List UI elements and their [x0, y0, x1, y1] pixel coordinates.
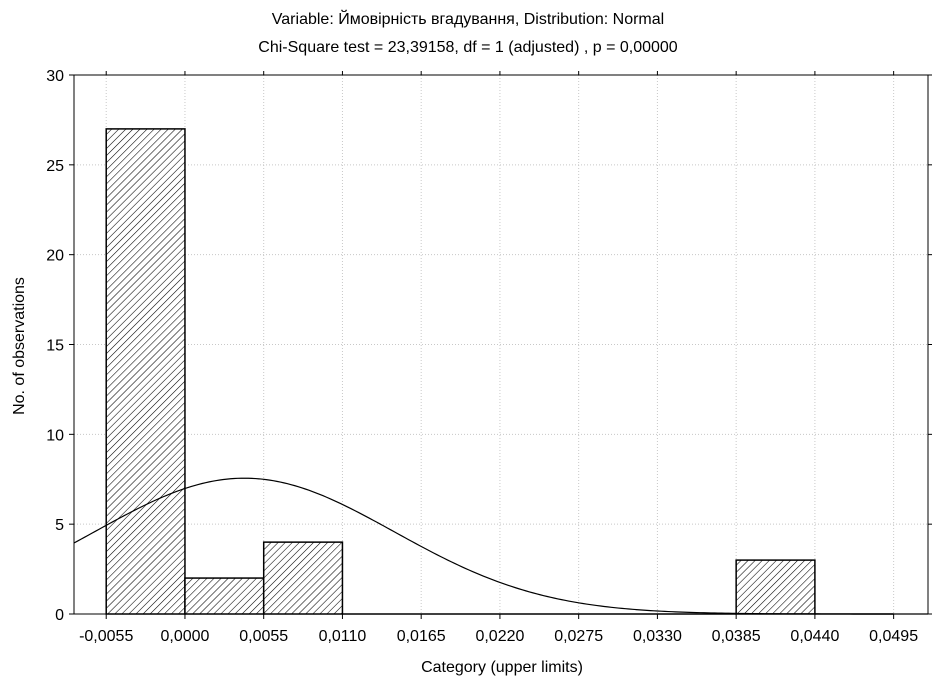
x-tick-label-10: 0,0495	[869, 628, 918, 645]
x-tick-label-0: -0,0055	[79, 628, 133, 645]
x-tick-label-4: 0,0165	[397, 628, 446, 645]
grid-lines	[74, 75, 928, 614]
x-tick-label-2: 0,0055	[239, 628, 288, 645]
histogram-bar-8	[735, 559, 816, 615]
x-tick-label-1: 0,0000	[160, 628, 209, 645]
x-tick-label-6: 0,0275	[554, 628, 603, 645]
axes	[73, 74, 929, 615]
chart-title: Variable: Ймовірність вгадування, Distri…	[272, 9, 664, 28]
x-axis-label: Category (upper limits)	[421, 659, 583, 676]
y-tick-label-5: 25	[46, 158, 64, 175]
y-tick-label-2: 10	[46, 427, 64, 444]
chart-subtitle: Chi-Square test = 23,39158, df = 1 (adju…	[258, 39, 678, 56]
y-axis-ticks: 0 5 10 15 20 25 30	[46, 68, 932, 624]
y-tick-label-4: 20	[46, 248, 64, 265]
y-axis-label: No. of observations	[11, 277, 28, 415]
histogram-bar-2	[262, 541, 344, 615]
x-tick-label-8: 0,0385	[712, 628, 761, 645]
x-tick-label-3: 0,0110	[319, 628, 367, 645]
y-tick-label-3: 15	[46, 338, 64, 355]
plot-frame	[73, 74, 929, 615]
y-tick-label-0: 0	[55, 607, 64, 624]
x-axis-ticks: -0,0055 0,0000 0,0055 0,0110 0,0165 0,0220 0,0…	[79, 71, 918, 645]
y-tick-label-1: 5	[55, 517, 64, 534]
x-tick-label-7: 0,0330	[633, 628, 682, 645]
x-tick-label-5: 0,0220	[475, 628, 524, 645]
x-tick-label-9: 0,0440	[790, 628, 839, 645]
histogram-bars	[105, 128, 894, 615]
histogram-bar-1	[184, 577, 265, 615]
histogram-bar-0	[105, 128, 186, 615]
y-tick-label-6: 30	[46, 68, 64, 85]
